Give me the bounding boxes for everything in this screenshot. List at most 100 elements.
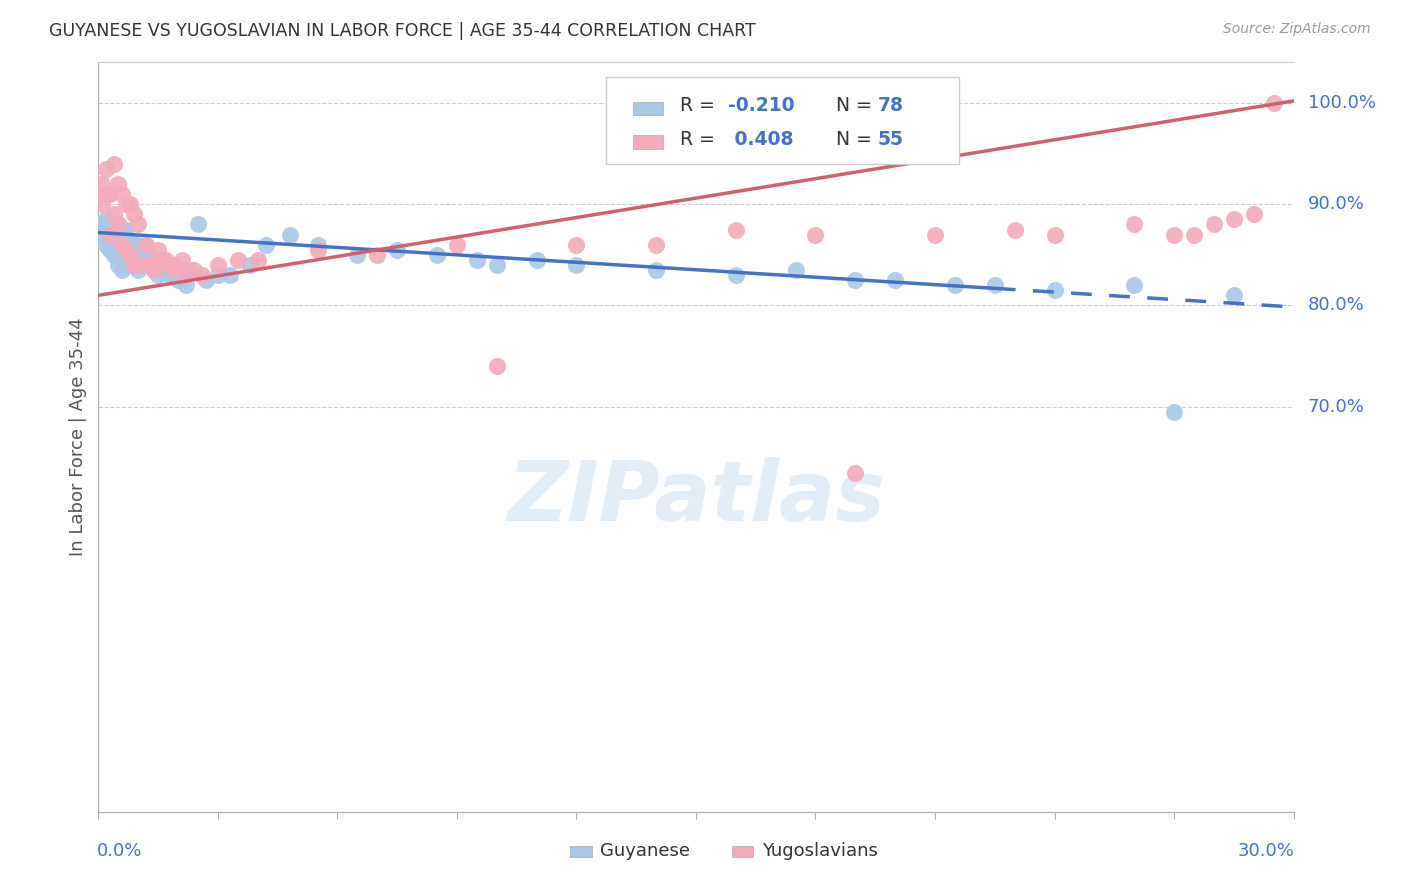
Point (103, 157, 125, 171)
Text: 100.0%: 100.0% (1308, 94, 1376, 112)
Point (103, 248, 125, 262)
Point (120, 258, 142, 272)
Point (278, 227, 301, 242)
Point (150, 263, 173, 277)
Point (148, 243, 170, 257)
Point (115, 222, 138, 236)
Point (111, 237, 134, 252)
Point (724, 222, 747, 236)
Point (127, 218, 149, 232)
Point (183, 263, 205, 277)
Point (207, 268, 229, 282)
Point (385, 243, 409, 257)
Point (984, 278, 1007, 293)
Point (150, 252, 173, 267)
Point (465, 252, 488, 267)
Point (526, 252, 548, 267)
Text: 30.0%: 30.0% (1237, 842, 1295, 860)
Point (426, 248, 449, 262)
Point (103, 207, 125, 221)
Point (172, 263, 194, 277)
Point (124, 258, 146, 272)
Point (135, 237, 157, 252)
Point (139, 248, 162, 262)
Point (1163, 227, 1185, 242)
Point (124, 248, 146, 262)
Point (115, 243, 138, 257)
Point (1043, 227, 1066, 242)
Point (139, 258, 162, 272)
Text: 0.408: 0.408 (728, 130, 794, 149)
Text: R =: R = (681, 95, 721, 115)
Point (174, 278, 197, 293)
Point (120, 233, 142, 247)
Point (219, 268, 242, 282)
Point (187, 218, 209, 232)
Point (167, 273, 190, 287)
Point (163, 263, 186, 277)
Point (1163, 405, 1185, 419)
Point (1123, 278, 1146, 293)
Point (96, 237, 118, 252)
Text: R =: R = (681, 130, 721, 149)
FancyBboxPatch shape (571, 846, 592, 856)
Point (120, 197, 142, 211)
Point (131, 258, 153, 272)
Point (98, 227, 122, 242)
Point (115, 243, 138, 257)
Point (127, 252, 149, 267)
Point (98, 187, 122, 202)
Text: N =: N = (835, 130, 877, 149)
Point (111, 222, 134, 236)
Point (115, 252, 138, 267)
Text: 55: 55 (877, 130, 904, 149)
Point (485, 359, 508, 374)
Point (246, 252, 269, 267)
Point (148, 252, 170, 267)
Point (120, 243, 142, 257)
Point (107, 177, 129, 191)
Point (96, 187, 118, 202)
Point (1043, 283, 1066, 297)
Point (307, 237, 329, 252)
Point (135, 248, 157, 262)
Text: GUYANESE VS YUGOSLAVIAN IN LABOR FORCE | AGE 35-44 CORRELATION CHART: GUYANESE VS YUGOSLAVIAN IN LABOR FORCE |… (49, 22, 756, 40)
Point (565, 237, 588, 252)
Point (1223, 288, 1246, 302)
Text: Yugoslavians: Yugoslavians (762, 842, 877, 860)
Point (226, 252, 249, 267)
Point (124, 207, 146, 221)
Point (111, 248, 134, 262)
Point (115, 197, 138, 211)
Point (172, 252, 194, 267)
Point (485, 258, 508, 272)
Point (446, 237, 468, 252)
Point (98, 243, 122, 257)
Point (103, 222, 125, 236)
Text: ZIPatlas: ZIPatlas (508, 457, 884, 538)
Point (163, 258, 186, 272)
Point (127, 258, 149, 272)
Point (565, 258, 588, 272)
Point (346, 248, 368, 262)
Point (254, 237, 277, 252)
Point (124, 258, 146, 272)
Point (207, 258, 229, 272)
Text: 0.0%: 0.0% (97, 842, 142, 860)
Point (924, 227, 946, 242)
Point (131, 243, 153, 257)
Point (884, 273, 907, 287)
Point (785, 263, 807, 277)
Point (1004, 222, 1026, 236)
Point (804, 227, 827, 242)
Point (135, 237, 157, 252)
Point (107, 227, 129, 242)
Point (127, 263, 149, 277)
Point (111, 263, 134, 277)
Point (844, 273, 866, 287)
Point (239, 258, 262, 272)
Point (155, 258, 177, 272)
Point (96, 161, 118, 176)
Point (91, 197, 114, 211)
Point (115, 233, 138, 247)
